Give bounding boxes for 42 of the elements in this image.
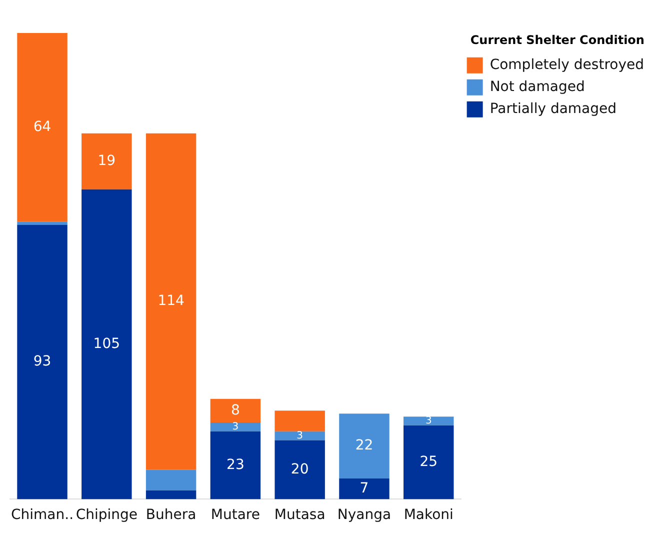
data-label: 3 — [232, 422, 239, 433]
x-tick-label: Mutasa — [274, 507, 326, 524]
legend-title: Current Shelter Condition — [470, 33, 644, 48]
bar — [339, 478, 390, 500]
data-label: 93 — [33, 354, 52, 370]
x-tick-label: Chiman.. — [11, 507, 74, 524]
bar — [274, 440, 325, 500]
bar — [17, 224, 68, 500]
bar — [210, 398, 261, 422]
bar — [82, 133, 132, 190]
bar — [210, 431, 261, 500]
bar — [210, 422, 261, 432]
x-tick-label: Makoni — [404, 507, 454, 524]
bar — [274, 431, 325, 440]
bar — [274, 410, 325, 432]
bar — [17, 222, 68, 225]
data-label: 114 — [158, 293, 184, 310]
data-label: 3 — [296, 430, 304, 442]
bar — [146, 470, 196, 490]
x-tick-label: Mutare — [210, 507, 260, 524]
data-label: 8 — [230, 402, 240, 418]
x-tick-label: Chipinge — [76, 507, 138, 524]
x-tick-label: Nyanga — [337, 507, 392, 524]
data-label: 105 — [93, 336, 120, 352]
legend-label: Completely destroyed — [490, 57, 644, 74]
data-label: 19 — [98, 152, 116, 169]
data-label: 22 — [355, 438, 374, 454]
bar — [17, 33, 68, 222]
x-tick-label: Buhera — [146, 507, 196, 524]
bar — [146, 133, 196, 470]
data-label: 25 — [420, 454, 438, 470]
bar — [339, 414, 390, 479]
bar — [82, 189, 132, 500]
data-label: 23 — [226, 456, 244, 473]
legend-label: Partially damaged — [490, 101, 617, 118]
bar — [146, 490, 196, 500]
data-label: 7 — [360, 480, 369, 497]
legend-label: Not damaged — [490, 79, 585, 96]
data-label: 64 — [33, 119, 52, 136]
data-label: 20 — [290, 461, 309, 478]
bar — [404, 416, 454, 426]
bar — [404, 425, 454, 500]
